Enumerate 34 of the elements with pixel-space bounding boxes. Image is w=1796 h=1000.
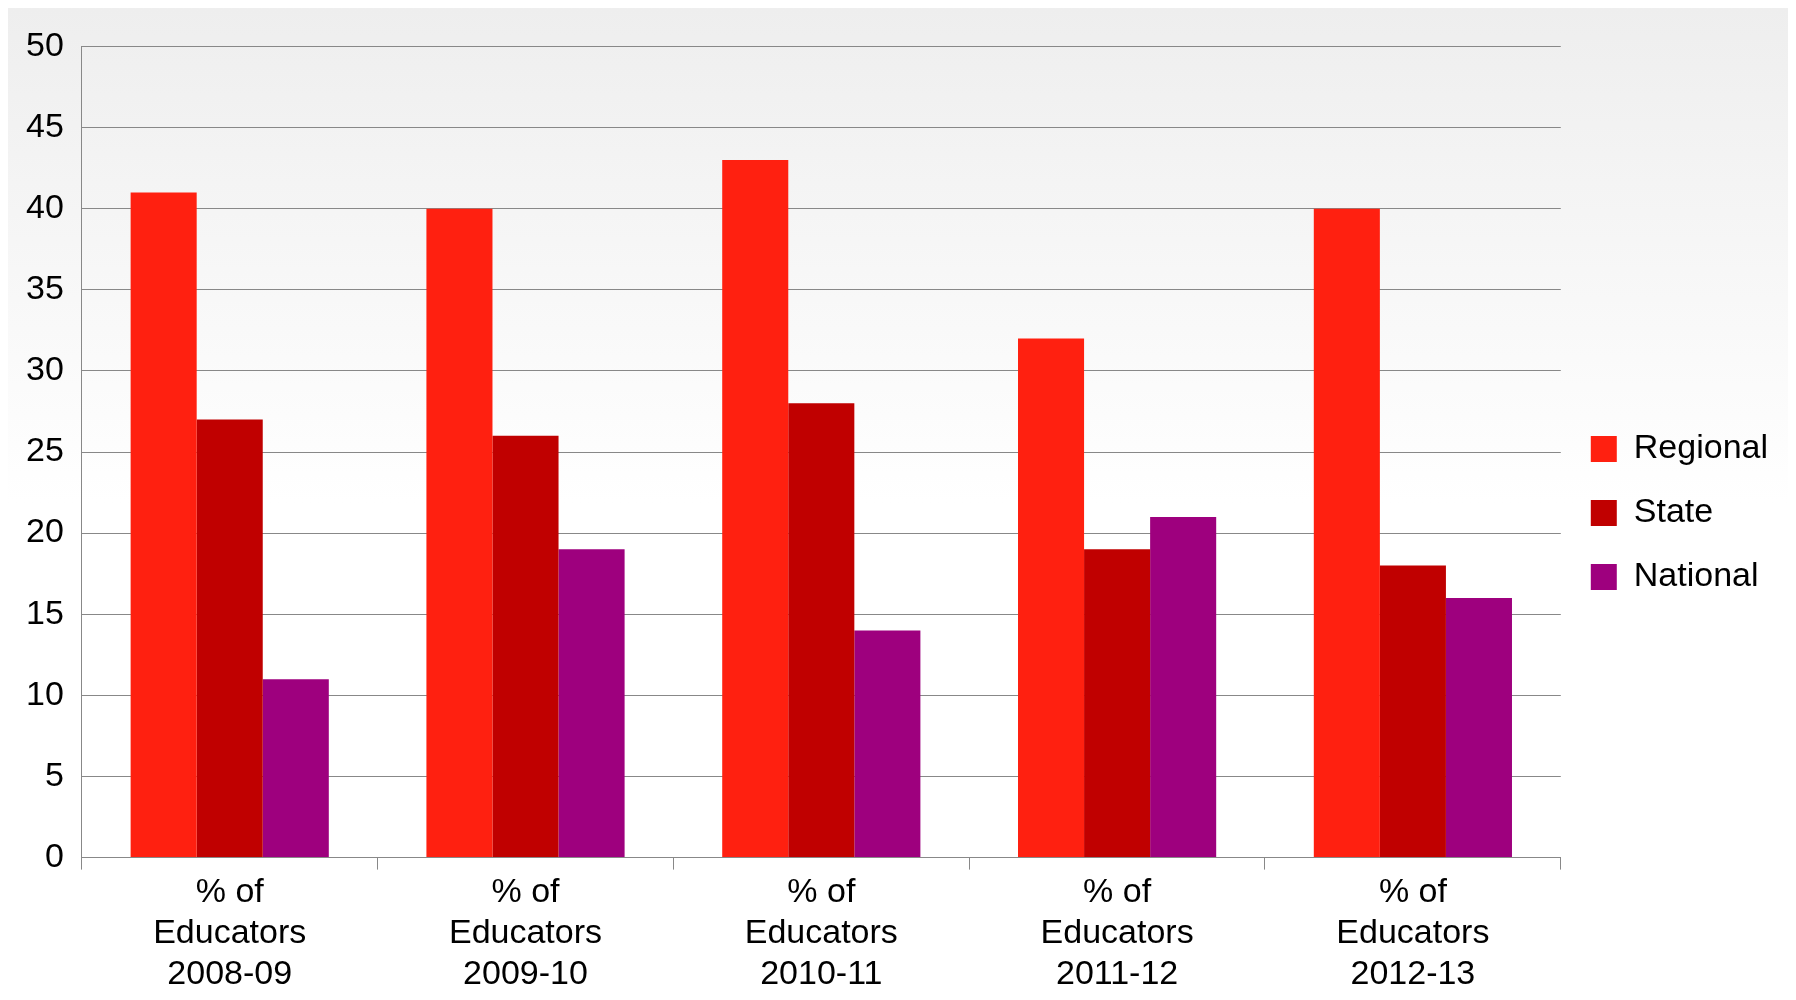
- y-tick-label: 0: [44, 835, 64, 874]
- y-tick-label: 30: [25, 349, 64, 388]
- x-tick-label: % of Educators 2011-12: [1040, 871, 1194, 991]
- bar: [558, 549, 625, 858]
- x-tick-label: % of Educators 2008-09: [153, 871, 307, 991]
- bar: [196, 419, 263, 858]
- y-tick-label: 15: [25, 592, 64, 631]
- legend-label: State: [1633, 491, 1714, 530]
- bar: [1445, 598, 1512, 858]
- x-tick-label: % of Educators 2010-11: [744, 871, 898, 991]
- x-tick-label: % of Educators 2012-13: [1336, 871, 1490, 991]
- bar: [426, 208, 493, 858]
- legend-label: National: [1633, 555, 1759, 594]
- y-tick-label: 35: [25, 268, 64, 307]
- y-tick-label: 5: [44, 754, 64, 793]
- y-tick-label: 25: [25, 430, 64, 469]
- bar: [262, 679, 329, 858]
- y-tick-label: 45: [25, 105, 64, 144]
- bar: [722, 159, 789, 858]
- bar: [492, 435, 559, 858]
- y-tick-label: 40: [25, 187, 64, 226]
- bar: [1379, 565, 1446, 858]
- bar: [130, 192, 197, 858]
- x-tick-label: % of Educators 2009-10: [448, 871, 603, 991]
- bar: [1150, 516, 1217, 858]
- bar: [1018, 338, 1085, 858]
- bar: [788, 403, 855, 858]
- legend-label: Regional: [1633, 427, 1769, 466]
- y-tick-label: 20: [25, 511, 64, 550]
- bar: [1313, 208, 1380, 858]
- y-tick-label: 50: [25, 24, 64, 63]
- bar: [854, 630, 921, 858]
- y-tick-label: 10: [25, 673, 64, 712]
- bar: [1084, 549, 1151, 858]
